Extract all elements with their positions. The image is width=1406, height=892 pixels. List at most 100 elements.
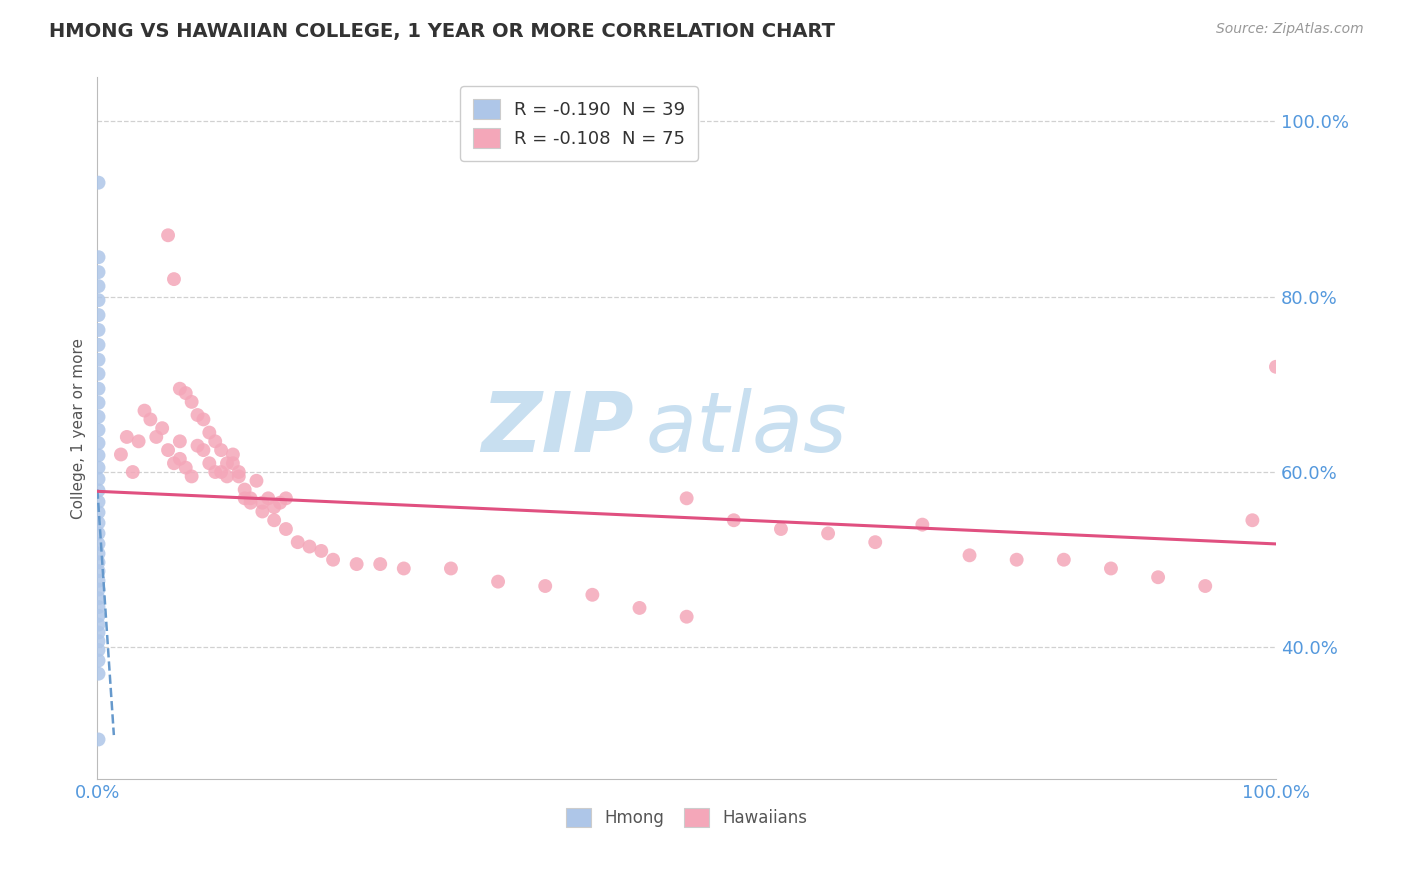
Point <box>863 535 886 549</box>
Point <box>87 352 110 367</box>
Point <box>87 265 110 279</box>
Point <box>252 504 274 518</box>
Point <box>87 643 110 657</box>
Point <box>163 456 186 470</box>
Point <box>169 434 191 449</box>
Point <box>87 526 110 541</box>
Point <box>115 430 138 444</box>
Point <box>87 423 110 437</box>
Point <box>87 617 110 632</box>
Point <box>139 412 162 426</box>
Point <box>150 421 173 435</box>
Point <box>239 491 262 506</box>
Point <box>110 448 132 462</box>
Point <box>87 250 110 264</box>
Point <box>87 338 110 352</box>
Point <box>215 456 238 470</box>
Point <box>1005 552 1028 566</box>
Point <box>87 537 110 551</box>
Text: atlas: atlas <box>645 388 846 468</box>
Point <box>198 425 221 440</box>
Point <box>87 564 110 578</box>
Point <box>145 430 167 444</box>
Text: ZIP: ZIP <box>481 388 634 468</box>
Point <box>87 654 110 668</box>
Point <box>209 465 232 479</box>
Point <box>1147 570 1170 584</box>
Point <box>1241 513 1264 527</box>
Point <box>134 403 156 417</box>
Point <box>239 496 262 510</box>
Point <box>174 386 197 401</box>
Point <box>311 544 333 558</box>
Point <box>169 382 191 396</box>
Point <box>368 557 391 571</box>
Point <box>87 634 110 648</box>
Point <box>263 513 285 527</box>
Point <box>486 574 509 589</box>
Point <box>87 436 110 450</box>
Point <box>1194 579 1216 593</box>
Point <box>911 517 934 532</box>
Point <box>157 228 180 243</box>
Point <box>959 549 981 563</box>
Point <box>1265 359 1288 374</box>
Text: Source: ZipAtlas.com: Source: ZipAtlas.com <box>1216 22 1364 37</box>
Point <box>87 483 110 498</box>
Point <box>193 412 215 426</box>
Point <box>87 308 110 322</box>
Point <box>534 579 557 593</box>
Point <box>222 456 245 470</box>
Point <box>274 491 297 506</box>
Point <box>198 456 221 470</box>
Point <box>157 443 180 458</box>
Point <box>769 522 792 536</box>
Point <box>87 600 110 615</box>
Point <box>87 396 110 410</box>
Point <box>263 500 285 514</box>
Point <box>675 491 697 506</box>
Y-axis label: College, 1 year or more: College, 1 year or more <box>72 338 86 518</box>
Point <box>180 395 202 409</box>
Point <box>87 293 110 308</box>
Point <box>274 522 297 536</box>
Point <box>87 495 110 509</box>
Point <box>87 505 110 519</box>
Point <box>204 465 226 479</box>
Point <box>222 448 245 462</box>
Point <box>87 582 110 597</box>
Point <box>121 465 143 479</box>
Point <box>87 409 110 424</box>
Point <box>252 496 274 510</box>
Point <box>87 516 110 530</box>
Point <box>1099 561 1122 575</box>
Point <box>87 555 110 569</box>
Point <box>87 460 110 475</box>
Point <box>186 439 208 453</box>
Point <box>87 472 110 486</box>
Point <box>215 469 238 483</box>
Point <box>87 666 110 681</box>
Text: HMONG VS HAWAIIAN COLLEGE, 1 YEAR OR MORE CORRELATION CHART: HMONG VS HAWAIIAN COLLEGE, 1 YEAR OR MOR… <box>49 22 835 41</box>
Point <box>675 609 697 624</box>
Point <box>287 535 309 549</box>
Point <box>298 540 321 554</box>
Point <box>87 382 110 396</box>
Point <box>440 561 463 575</box>
Point <box>87 732 110 747</box>
Point <box>87 367 110 381</box>
Point <box>163 272 186 286</box>
Point <box>228 469 250 483</box>
Point <box>228 465 250 479</box>
Point <box>1053 552 1076 566</box>
Point <box>346 557 368 571</box>
Legend: Hmong, Hawaiians: Hmong, Hawaiians <box>560 802 814 834</box>
Point <box>128 434 150 449</box>
Point <box>87 608 110 623</box>
Point <box>193 443 215 458</box>
Point <box>87 279 110 293</box>
Point <box>174 460 197 475</box>
Point <box>180 469 202 483</box>
Point <box>87 547 110 561</box>
Point <box>87 448 110 462</box>
